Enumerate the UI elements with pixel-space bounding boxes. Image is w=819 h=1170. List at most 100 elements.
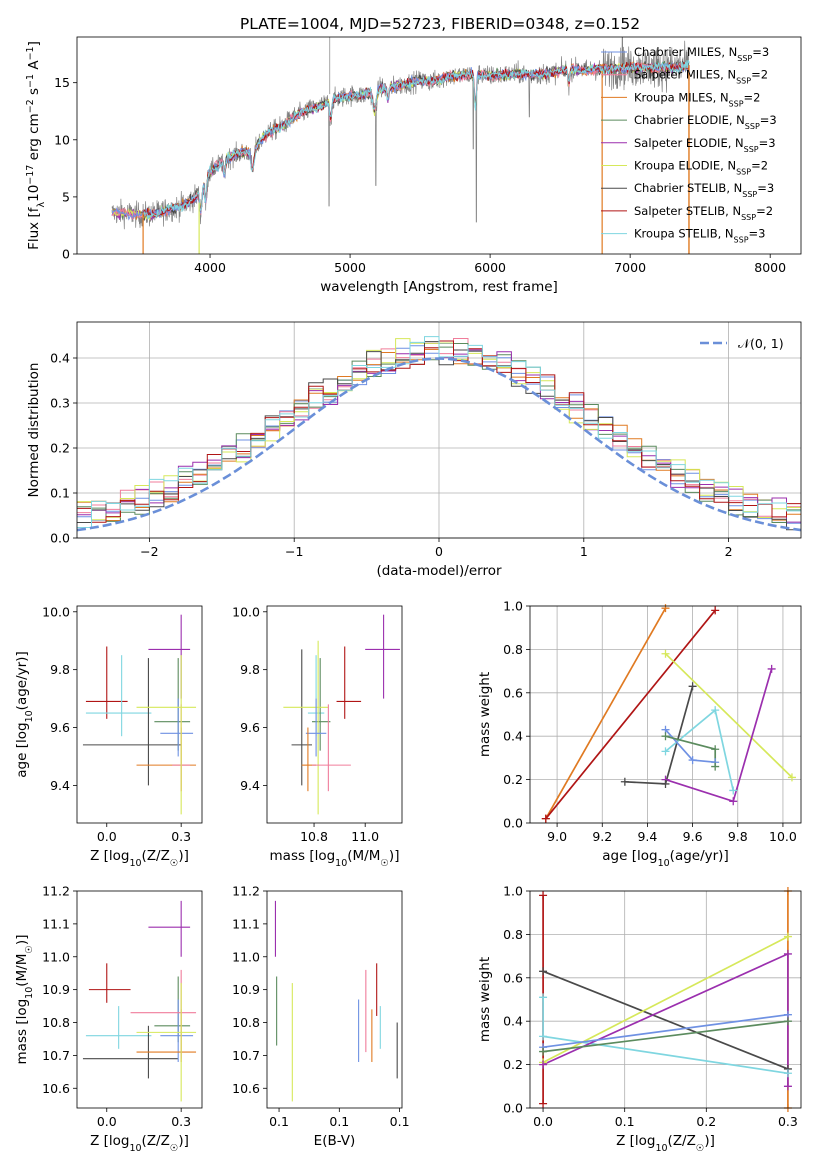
y-tick-label: 15 bbox=[54, 75, 70, 90]
hist-step-kroupa-stelib bbox=[77, 336, 801, 528]
legend-label: Salpeter STELIB, NSSP=2 bbox=[634, 204, 773, 222]
weight-marker bbox=[620, 777, 629, 786]
y-tick-label: 0.6 bbox=[503, 685, 523, 700]
weight-marker bbox=[661, 604, 670, 613]
panel-age_vs_mass: 10.8 11.0 9.4 9.6 9.8 10.0 mass [log10(M/M☉)] bbox=[232, 604, 403, 869]
x-axis-label: Z [log10(Z/Z☉)] bbox=[90, 848, 189, 869]
y-axis-label: mass weight bbox=[477, 672, 493, 757]
figure-title: PLATE=1004, MJD=52723, FIBERID=0348, z=0… bbox=[240, 15, 640, 33]
y-tick-label: 10.0 bbox=[42, 604, 70, 619]
x-tick-label: 10.0 bbox=[769, 829, 797, 844]
weight-marker bbox=[783, 1082, 792, 1091]
y-tick-label: 1.0 bbox=[503, 599, 523, 614]
legend-normal-label: 𝒩(0, 1) bbox=[738, 336, 784, 351]
y-tick-label: 11.1 bbox=[42, 916, 70, 931]
y-axis-label: Normed distribution bbox=[26, 363, 42, 498]
legend-label: Kroupa ELODIE, NSSP=2 bbox=[634, 159, 768, 177]
weight-line-kroupa-miles bbox=[545, 607, 667, 820]
axes-frame bbox=[76, 321, 802, 539]
x-tick-label: 0 bbox=[435, 544, 443, 559]
plot-area bbox=[82, 900, 197, 1102]
x-axis-label: age [log10(age/yr)] bbox=[602, 848, 728, 869]
x-tick-label: 0.0 bbox=[533, 1114, 553, 1129]
model-line-salpeter-stelib bbox=[142, 61, 690, 219]
x-tick-label: −2 bbox=[140, 544, 158, 559]
x-tick-label: 1 bbox=[580, 544, 588, 559]
weight-marker bbox=[539, 1099, 548, 1108]
weight-line-salpeter-stelib bbox=[545, 609, 716, 820]
plot-area bbox=[274, 900, 398, 1102]
panel-weight_vs_age: 9.0 9.2 9.4 9.6 9.8 10.0 0.0 0.2 0.4 0.6 0.8 1.0 age… bbox=[477, 599, 802, 869]
weight-marker bbox=[729, 786, 738, 795]
y-tick-label: 9.4 bbox=[240, 778, 260, 793]
y-tick-label: 10.9 bbox=[232, 982, 260, 997]
x-tick-label: 9.6 bbox=[683, 829, 703, 844]
x-tick-label: 11.0 bbox=[351, 829, 379, 844]
weight-marker bbox=[688, 682, 697, 691]
weight-marker bbox=[783, 949, 792, 958]
x-tick-label: 7000 bbox=[614, 260, 646, 275]
x-axis-label: Z [log10(Z/Z☉)] bbox=[90, 1133, 189, 1154]
y-tick-label: 0.6 bbox=[503, 970, 523, 985]
normal-curve bbox=[77, 357, 801, 532]
y-tick-label: 11.1 bbox=[232, 916, 260, 931]
axes-frame bbox=[266, 605, 403, 824]
y-tick-label: 10.6 bbox=[232, 1081, 260, 1096]
axes-frame bbox=[529, 890, 802, 1109]
x-tick-label: 9.8 bbox=[728, 829, 748, 844]
weight-line-salpeter-elodie bbox=[665, 668, 773, 803]
weight-marker bbox=[539, 1032, 548, 1041]
legend-label: Kroupa STELIB, NSSP=3 bbox=[634, 227, 765, 245]
axes-frame bbox=[76, 605, 203, 824]
y-axis-label: mass [log10(M/M☉)] bbox=[14, 935, 35, 1065]
y-tick-label: 0.4 bbox=[503, 729, 523, 744]
y-tick-label: 5 bbox=[62, 189, 70, 204]
x-tick-label: −1 bbox=[285, 544, 303, 559]
y-tick-label: 0.8 bbox=[503, 642, 523, 657]
y-tick-label: 10.9 bbox=[42, 982, 70, 997]
x-axis-label: mass [log10(M/M☉)] bbox=[270, 848, 400, 869]
y-tick-label: 0.8 bbox=[503, 927, 523, 942]
x-tick-label: 10.8 bbox=[300, 829, 328, 844]
x-tick-label: 0.0 bbox=[97, 829, 117, 844]
y-tick-label: 0.2 bbox=[503, 772, 523, 787]
x-tick-label: 9.4 bbox=[637, 829, 657, 844]
x-axis-label: E(B-V) bbox=[314, 1133, 356, 1149]
weight-marker bbox=[541, 814, 550, 823]
y-axis-label: mass weight bbox=[477, 957, 493, 1042]
weight-marker bbox=[539, 891, 548, 900]
x-tick-label: 8000 bbox=[754, 260, 786, 275]
y-tick-label: 9.8 bbox=[240, 662, 260, 677]
weight-marker bbox=[711, 606, 720, 615]
x-tick-label: 0.1 bbox=[390, 1114, 410, 1129]
y-tick-label: 0.2 bbox=[50, 441, 70, 456]
weight-line-chabrier-elodie bbox=[542, 1020, 789, 1053]
x-tick-label: 2 bbox=[725, 544, 733, 559]
y-tick-label: 10.8 bbox=[232, 1015, 260, 1030]
x-tick-label: 0.3 bbox=[171, 829, 191, 844]
weight-marker bbox=[539, 967, 548, 976]
axes-frame bbox=[76, 36, 802, 255]
weight-line-chabrier-stelib bbox=[542, 970, 789, 1070]
y-tick-label: 0.0 bbox=[50, 531, 70, 546]
model-line-kroupa-stelib bbox=[142, 60, 690, 220]
y-tick-label: 9.8 bbox=[50, 662, 70, 677]
plot-area bbox=[545, 607, 793, 820]
axes-frame bbox=[529, 605, 802, 824]
x-tick-label: 0.0 bbox=[97, 1114, 117, 1129]
x-tick-label: 0.1 bbox=[269, 1114, 289, 1129]
legend-label: Chabrier MILES, NSSP=3 bbox=[634, 45, 769, 63]
axes-frame bbox=[266, 890, 403, 1109]
legend-label: Chabrier STELIB, NSSP=3 bbox=[634, 181, 774, 199]
weight-marker bbox=[661, 779, 670, 788]
weight-marker bbox=[661, 732, 670, 741]
y-tick-label: 9.6 bbox=[240, 720, 260, 735]
weight-marker bbox=[539, 993, 548, 1002]
residuals-legend: 𝒩(0, 1) bbox=[700, 336, 784, 351]
y-tick-label: 10.0 bbox=[232, 604, 260, 619]
y-tick-label: 0.1 bbox=[50, 486, 70, 501]
x-tick-label: 0.1 bbox=[329, 1114, 349, 1129]
panel-mass_vs_Z: 0.0 0.3 10.6 10.7 10.8 10.9 11.0 11.1 11.2 Z [log… bbox=[14, 884, 203, 1154]
y-tick-label: 10.8 bbox=[42, 1015, 70, 1030]
